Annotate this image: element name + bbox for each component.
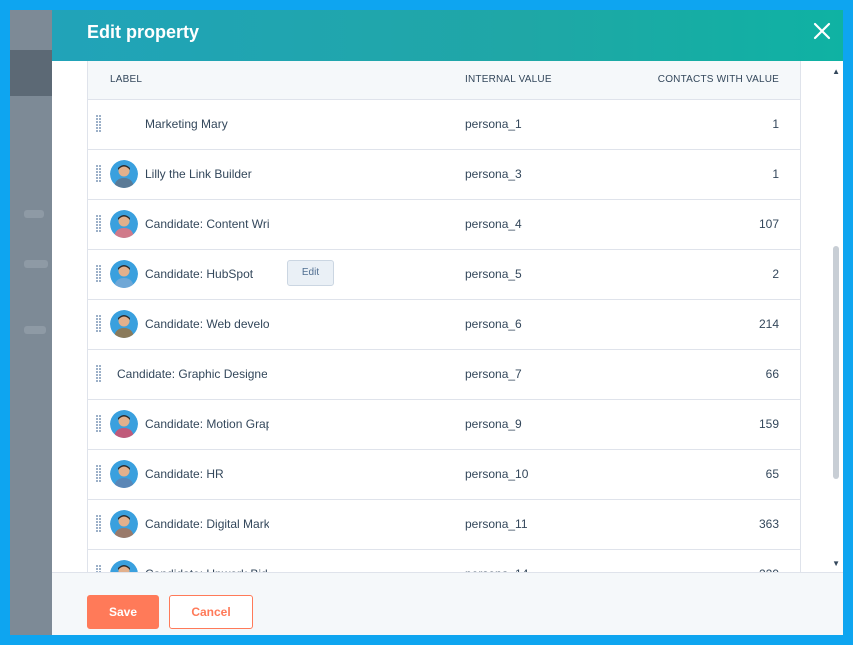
table-row[interactable]: Candidate: Upwork Bidder persona_14 229 (88, 550, 800, 572)
row-internal-value: persona_3 (465, 167, 522, 181)
close-button[interactable] (809, 18, 835, 44)
row-contacts-count: 229 (759, 567, 779, 572)
edit-button[interactable]: Edit (287, 260, 334, 286)
drag-handle-icon[interactable] (96, 115, 102, 133)
background-text (24, 210, 44, 218)
scroll-down-icon[interactable]: ▼ (832, 559, 840, 568)
modal-content[interactable]: LABEL INTERNAL VALUE CONTACTS WITH VALUE… (52, 61, 843, 572)
drag-handle-icon[interactable] (96, 215, 102, 233)
table-header: LABEL INTERNAL VALUE CONTACTS WITH VALUE (88, 61, 800, 100)
avatar (110, 460, 138, 488)
drag-handle-icon[interactable] (96, 565, 102, 572)
avatar (110, 560, 138, 572)
row-contacts-count: 107 (758, 217, 779, 231)
table-row[interactable]: Candidate: Motion Graphics persona_9 159 (88, 400, 800, 450)
row-contacts-count: 1 (772, 167, 779, 181)
background-text (24, 326, 46, 334)
avatar (110, 160, 138, 188)
table-row[interactable]: Candidate: Digital Marketing persona_11 36… (88, 500, 800, 550)
background-text (24, 260, 48, 268)
background-nav (10, 50, 52, 96)
column-header-internal-value: INTERNAL VALUE (465, 74, 552, 85)
row-label: Candidate: HR (145, 467, 224, 481)
modal-header: Edit property (52, 10, 843, 61)
table-row[interactable]: Lilly the Link Builder persona_3 1 (88, 150, 800, 200)
row-contacts-count: 66 (765, 367, 779, 381)
modal-footer: Save Cancel (52, 572, 843, 635)
drag-handle-icon[interactable] (96, 465, 102, 483)
row-label: Lilly the Link Builder (145, 167, 252, 181)
row-contacts-count: 2 (772, 267, 779, 281)
cancel-button[interactable]: Cancel (169, 595, 253, 629)
table-row[interactable]: Candidate: HR persona_10 65 (88, 450, 800, 500)
row-contacts-count: 1 (772, 117, 779, 131)
row-contacts-count: 363 (758, 517, 779, 531)
row-contacts-count: 159 (758, 417, 779, 431)
save-button[interactable]: Save (87, 595, 159, 629)
row-internal-value: persona_7 (465, 367, 522, 381)
row-internal-value: persona_11 (465, 517, 528, 531)
avatar (110, 210, 138, 238)
column-header-contacts-with-value: CONTACTS WITH VALUE (657, 74, 779, 85)
column-header-label: LABEL (110, 74, 143, 85)
row-internal-value: persona_10 (465, 467, 529, 481)
row-internal-value: persona_5 (465, 267, 522, 281)
scroll-up-icon[interactable]: ▲ (832, 67, 840, 76)
table-row[interactable]: Candidate: Graphic Designer persona_7 66 (88, 350, 800, 400)
row-internal-value: persona_4 (465, 217, 522, 231)
drag-handle-icon[interactable] (96, 415, 102, 433)
row-label: Candidate: Upwork Bidder (145, 567, 269, 572)
edit-property-modal: Edit property LABEL INTERNAL VALUE CONTA… (52, 10, 843, 635)
avatar (110, 310, 138, 338)
row-label: Candidate: Digital Marketing (145, 517, 269, 531)
table-row[interactable]: Marketing Mary persona_1 1 (88, 100, 800, 150)
avatar (110, 410, 138, 438)
table-row[interactable]: Candidate: HubSpot Edit persona_5 2 (88, 250, 800, 300)
options-table: LABEL INTERNAL VALUE CONTACTS WITH VALUE… (87, 61, 801, 572)
avatar (110, 510, 138, 538)
app-frame: Edit property LABEL INTERNAL VALUE CONTA… (10, 10, 843, 635)
row-internal-value: persona_9 (465, 417, 522, 431)
modal-title: Edit property (87, 22, 200, 42)
drag-handle-icon[interactable] (96, 515, 102, 533)
row-contacts-count: 214 (758, 317, 779, 331)
row-contacts-count: 65 (765, 467, 779, 481)
table-row[interactable]: Candidate: Content Writer persona_4 107 (88, 200, 800, 250)
row-internal-value: persona_14 (465, 567, 528, 572)
row-label: Candidate: Content Writer (145, 217, 269, 231)
drag-handle-icon[interactable] (96, 315, 102, 333)
background-page (10, 10, 52, 635)
scrollbar[interactable]: ▲ ▼ (829, 61, 843, 572)
scrollbar-thumb[interactable] (833, 246, 839, 479)
table-body: Marketing Mary persona_1 1 Lilly the Link B… (88, 100, 800, 572)
row-label: Candidate: Graphic Designer (117, 367, 267, 381)
row-label: Candidate: Motion Graphics (145, 417, 269, 431)
close-icon (813, 22, 831, 40)
row-internal-value: persona_6 (465, 317, 522, 331)
row-label: Candidate: HubSpot (145, 267, 254, 281)
drag-handle-icon[interactable] (96, 365, 102, 383)
drag-handle-icon[interactable] (96, 265, 102, 283)
avatar (110, 260, 138, 288)
row-label: Marketing Mary (145, 117, 228, 131)
drag-handle-icon[interactable] (96, 165, 102, 183)
row-internal-value: persona_1 (465, 117, 522, 131)
